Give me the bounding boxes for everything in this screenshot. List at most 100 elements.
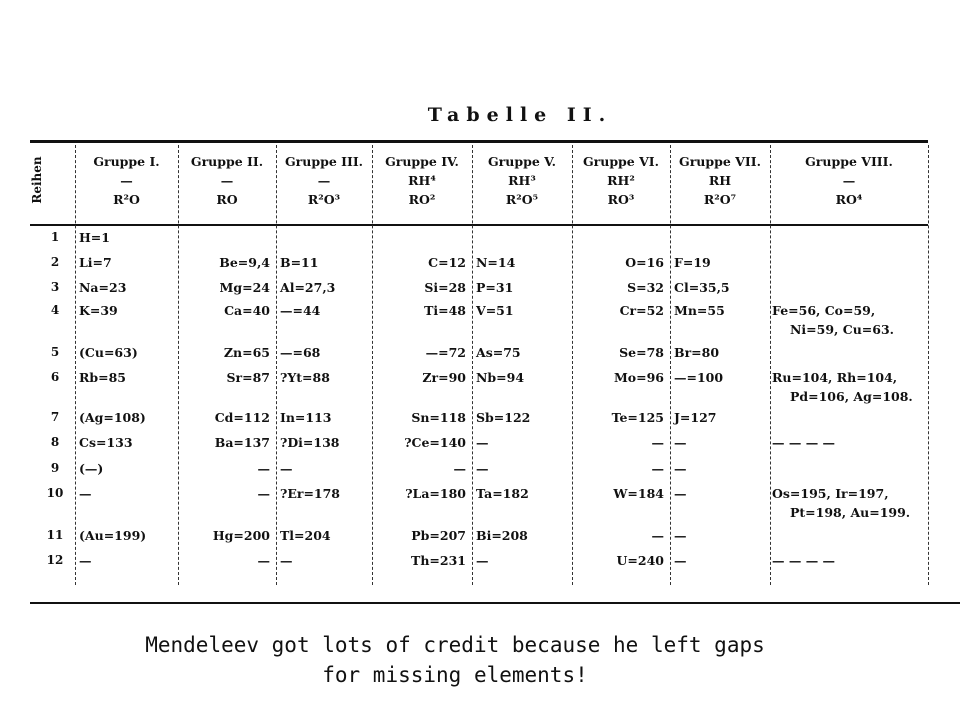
group-header: Gruppe VIII. — RO⁴ — [770, 152, 928, 209]
element-cell-continued: Pt=198, Au=199. — [790, 505, 911, 520]
column-separator — [372, 145, 373, 585]
element-cell: — — [257, 486, 271, 501]
element-cell: K=39 — [79, 303, 118, 318]
element-cell: — — [79, 486, 92, 501]
group-name: Gruppe III. — [284, 154, 364, 169]
header-bottom-rule — [30, 224, 928, 226]
row-number: 11 — [46, 528, 64, 542]
column-separator — [276, 145, 277, 585]
element-cell: Rb=85 — [79, 370, 126, 385]
group-oxide: RO — [216, 192, 238, 207]
element-cell: Ru=104, Rh=104, — [772, 370, 898, 385]
element-cell: Si=28 — [424, 280, 466, 295]
element-cell: Pb=207 — [411, 528, 466, 543]
element-cell: — — [651, 461, 665, 476]
element-cell: Na=23 — [79, 280, 127, 295]
column-separator — [75, 145, 76, 585]
group-header: Gruppe II. — RO — [178, 152, 276, 209]
row-number: 12 — [46, 553, 64, 567]
element-cell: —=68 — [280, 345, 321, 360]
element-cell: — — — — — [772, 435, 836, 450]
page-title: Tabelle II. — [427, 104, 613, 126]
row-number: 8 — [50, 435, 60, 449]
element-cell: (—) — [79, 461, 104, 476]
group-name: Gruppe V. — [488, 154, 556, 169]
column-separator — [770, 145, 771, 585]
element-cell: O=16 — [625, 255, 664, 270]
column-separator — [178, 145, 179, 585]
group-hydride: RH⁴ — [408, 173, 436, 188]
element-cell: — — [476, 553, 489, 568]
element-cell: Tl=204 — [280, 528, 331, 543]
group-oxide: R²O⁵ — [505, 192, 539, 207]
group-header: Gruppe III. — R²O³ — [276, 152, 372, 209]
element-cell: Zr=90 — [422, 370, 466, 385]
row-number: 10 — [46, 486, 64, 500]
element-cell: F=19 — [674, 255, 711, 270]
column-separator — [572, 145, 573, 585]
element-cell: C=12 — [428, 255, 466, 270]
element-cell: Ta=182 — [476, 486, 529, 501]
reihen-label: Reihen — [30, 156, 44, 204]
element-cell: Mo=96 — [613, 370, 664, 385]
column-separator — [472, 145, 473, 585]
bottom-rule — [30, 602, 960, 604]
group-oxide: RO³ — [607, 192, 635, 207]
group-header: Gruppe I. — R²O — [75, 152, 178, 209]
element-cell: — — [674, 486, 687, 501]
element-cell: Sr=87 — [226, 370, 270, 385]
group-hydride: — — [220, 173, 234, 188]
element-cell: Cs=133 — [79, 435, 133, 450]
element-cell: Mg=24 — [219, 280, 270, 295]
element-cell: Sn=118 — [411, 410, 466, 425]
element-cell: Ba=137 — [214, 435, 270, 450]
column-separator — [928, 145, 929, 585]
group-oxide: RO⁴ — [835, 192, 863, 207]
group-oxide: RO² — [408, 192, 436, 207]
element-cell: W=184 — [613, 486, 664, 501]
element-cell: In=113 — [280, 410, 332, 425]
group-header: Gruppe VI. RH² RO³ — [572, 152, 670, 209]
row-number: 6 — [50, 370, 60, 384]
group-name: Gruppe VI. — [582, 154, 660, 169]
element-cell-continued: Ni=59, Cu=63. — [790, 322, 895, 337]
group-name: Gruppe VIII. — [805, 154, 893, 169]
caption: Mendeleev got lots of credit because he … — [0, 630, 910, 690]
element-cell: — — [651, 435, 665, 450]
element-cell: — — [79, 553, 92, 568]
element-cell: Se=78 — [619, 345, 664, 360]
element-cell: — — [476, 435, 489, 450]
element-cell: ?Er=178 — [280, 486, 341, 501]
row-number: 1 — [50, 230, 60, 244]
caption-line-2: for missing elements! — [322, 663, 588, 687]
element-cell: — — — — — [772, 553, 836, 568]
element-cell: Hg=200 — [212, 528, 270, 543]
element-cell: —=72 — [425, 345, 466, 360]
group-header: Gruppe IV. RH⁴ RO² — [372, 152, 472, 209]
element-cell: P=31 — [476, 280, 514, 295]
element-cell: ?Yt=88 — [280, 370, 330, 385]
group-oxide: R²O³ — [307, 192, 341, 207]
group-name: Gruppe IV. — [385, 154, 459, 169]
element-cell: — — [453, 461, 467, 476]
element-cell: (Ag=108) — [79, 410, 146, 425]
element-cell: Sb=122 — [476, 410, 531, 425]
element-cell: Bi=208 — [476, 528, 528, 543]
element-cell: As=75 — [476, 345, 521, 360]
element-cell: ?La=180 — [405, 486, 466, 501]
element-cell: Os=195, Ir=197, — [772, 486, 889, 501]
group-name: Gruppe VII. — [679, 154, 761, 169]
element-cell: — — [280, 553, 293, 568]
element-cell: Zn=65 — [223, 345, 270, 360]
caption-line-1: Mendeleev got lots of credit because he … — [145, 633, 765, 657]
element-cell: —=44 — [280, 303, 321, 318]
element-cell: Ti=48 — [424, 303, 466, 318]
element-cell: — — [257, 553, 271, 568]
group-oxide: R²O — [113, 192, 140, 207]
element-cell: ?Di=138 — [280, 435, 340, 450]
group-name: Gruppe I. — [93, 154, 160, 169]
element-cell: Al=27,3 — [280, 280, 336, 295]
element-cell: — — [651, 528, 665, 543]
element-cell: —=100 — [674, 370, 724, 385]
column-separator — [670, 145, 671, 585]
